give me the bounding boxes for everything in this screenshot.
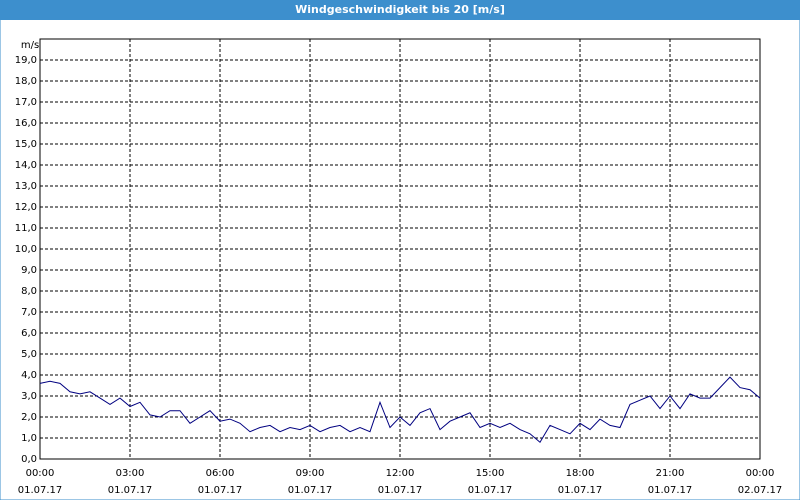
y-tick-label: 3,0 <box>21 391 37 402</box>
y-tick-label: 1,0 <box>21 433 37 444</box>
x-tick-label: 00:00 <box>26 468 55 479</box>
y-tick-label: 14,0 <box>15 160 37 171</box>
x-tick-date: 01.07.17 <box>648 485 693 496</box>
y-tick-label: 10,0 <box>15 244 37 255</box>
chart-title: Windgeschwindigkeit bis 20 [m/s] <box>295 3 505 16</box>
x-tick-date: 01.07.17 <box>288 485 333 496</box>
y-tick-label: 13,0 <box>15 181 37 192</box>
data-line <box>39 376 761 443</box>
y-tick-label: 8,0 <box>21 286 37 297</box>
y-tick-label: 0,0 <box>21 454 37 465</box>
y-tick-label: 15,0 <box>15 139 37 150</box>
x-tick-label: 06:00 <box>206 468 235 479</box>
y-tick-label: 12,0 <box>15 202 37 213</box>
y-tick-label: 18,0 <box>15 76 37 87</box>
x-tick-label: 21:00 <box>656 468 685 479</box>
y-tick-label: 19,0 <box>15 55 37 66</box>
x-tick-label: 03:00 <box>116 468 145 479</box>
x-tick-label: 09:00 <box>296 468 325 479</box>
x-tick-label: 00:00 <box>746 468 775 479</box>
y-tick-label: 6,0 <box>21 328 37 339</box>
title-bar <box>0 0 800 20</box>
y-tick-label: 7,0 <box>21 307 37 318</box>
y-tick-label: 5,0 <box>21 349 37 360</box>
y-tick-label: 4,0 <box>21 370 37 381</box>
y-tick-label: 9,0 <box>21 265 37 276</box>
y-tick-label: 11,0 <box>15 223 37 234</box>
x-tick-date: 01.07.17 <box>108 485 153 496</box>
x-tick-date: 01.07.17 <box>18 485 63 496</box>
x-tick-label: 15:00 <box>476 468 505 479</box>
y-axis-label: m/s <box>21 40 39 51</box>
x-tick-date: 01.07.17 <box>468 485 513 496</box>
x-tick-date: 02.07.17 <box>738 485 783 496</box>
x-tick-label: 18:00 <box>566 468 595 479</box>
y-tick-label: 2,0 <box>21 412 37 423</box>
x-tick-date: 01.07.17 <box>558 485 603 496</box>
y-tick-label: 17,0 <box>15 97 37 108</box>
x-tick-date: 01.07.17 <box>198 485 243 496</box>
x-tick-date: 01.07.17 <box>378 485 423 496</box>
y-tick-label: 16,0 <box>15 118 37 129</box>
x-tick-label: 12:00 <box>386 468 415 479</box>
